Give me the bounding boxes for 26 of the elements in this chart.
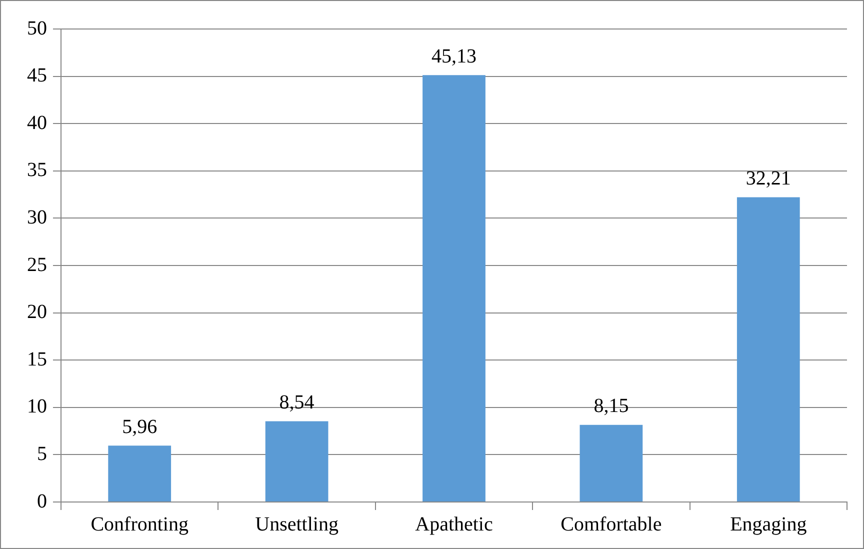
x-tick-label: Comfortable <box>560 513 662 536</box>
y-tick-label: 20 <box>27 301 47 324</box>
x-tick-label: Apathetic <box>415 513 493 536</box>
y-tick-label: 25 <box>27 254 47 276</box>
x-tick-label: Confronting <box>90 513 188 536</box>
bar <box>736 197 800 502</box>
data-label: 5,96 <box>122 416 158 438</box>
data-label: 8,15 <box>594 395 629 418</box>
x-tick-label: Engaging <box>730 513 807 536</box>
y-tick-label: 45 <box>27 64 47 87</box>
y-tick-label: 35 <box>27 159 47 182</box>
y-tick-label: 40 <box>27 112 47 134</box>
data-label: 32,21 <box>746 168 791 190</box>
bar <box>580 424 643 502</box>
y-tick-label: 5 <box>37 442 47 465</box>
y-tick-label: 15 <box>27 348 47 370</box>
y-tick-label: 50 <box>27 17 47 40</box>
bar <box>108 446 172 502</box>
y-tick-label: 0 <box>37 490 47 512</box>
y-tick-label: 30 <box>27 206 47 228</box>
data-label: 8,54 <box>279 391 314 414</box>
bar <box>422 75 486 502</box>
y-tick-label: 10 <box>27 396 47 418</box>
bar <box>265 421 328 502</box>
data-label: 45,13 <box>432 45 476 68</box>
x-tick-label: Unsettling <box>255 513 338 536</box>
